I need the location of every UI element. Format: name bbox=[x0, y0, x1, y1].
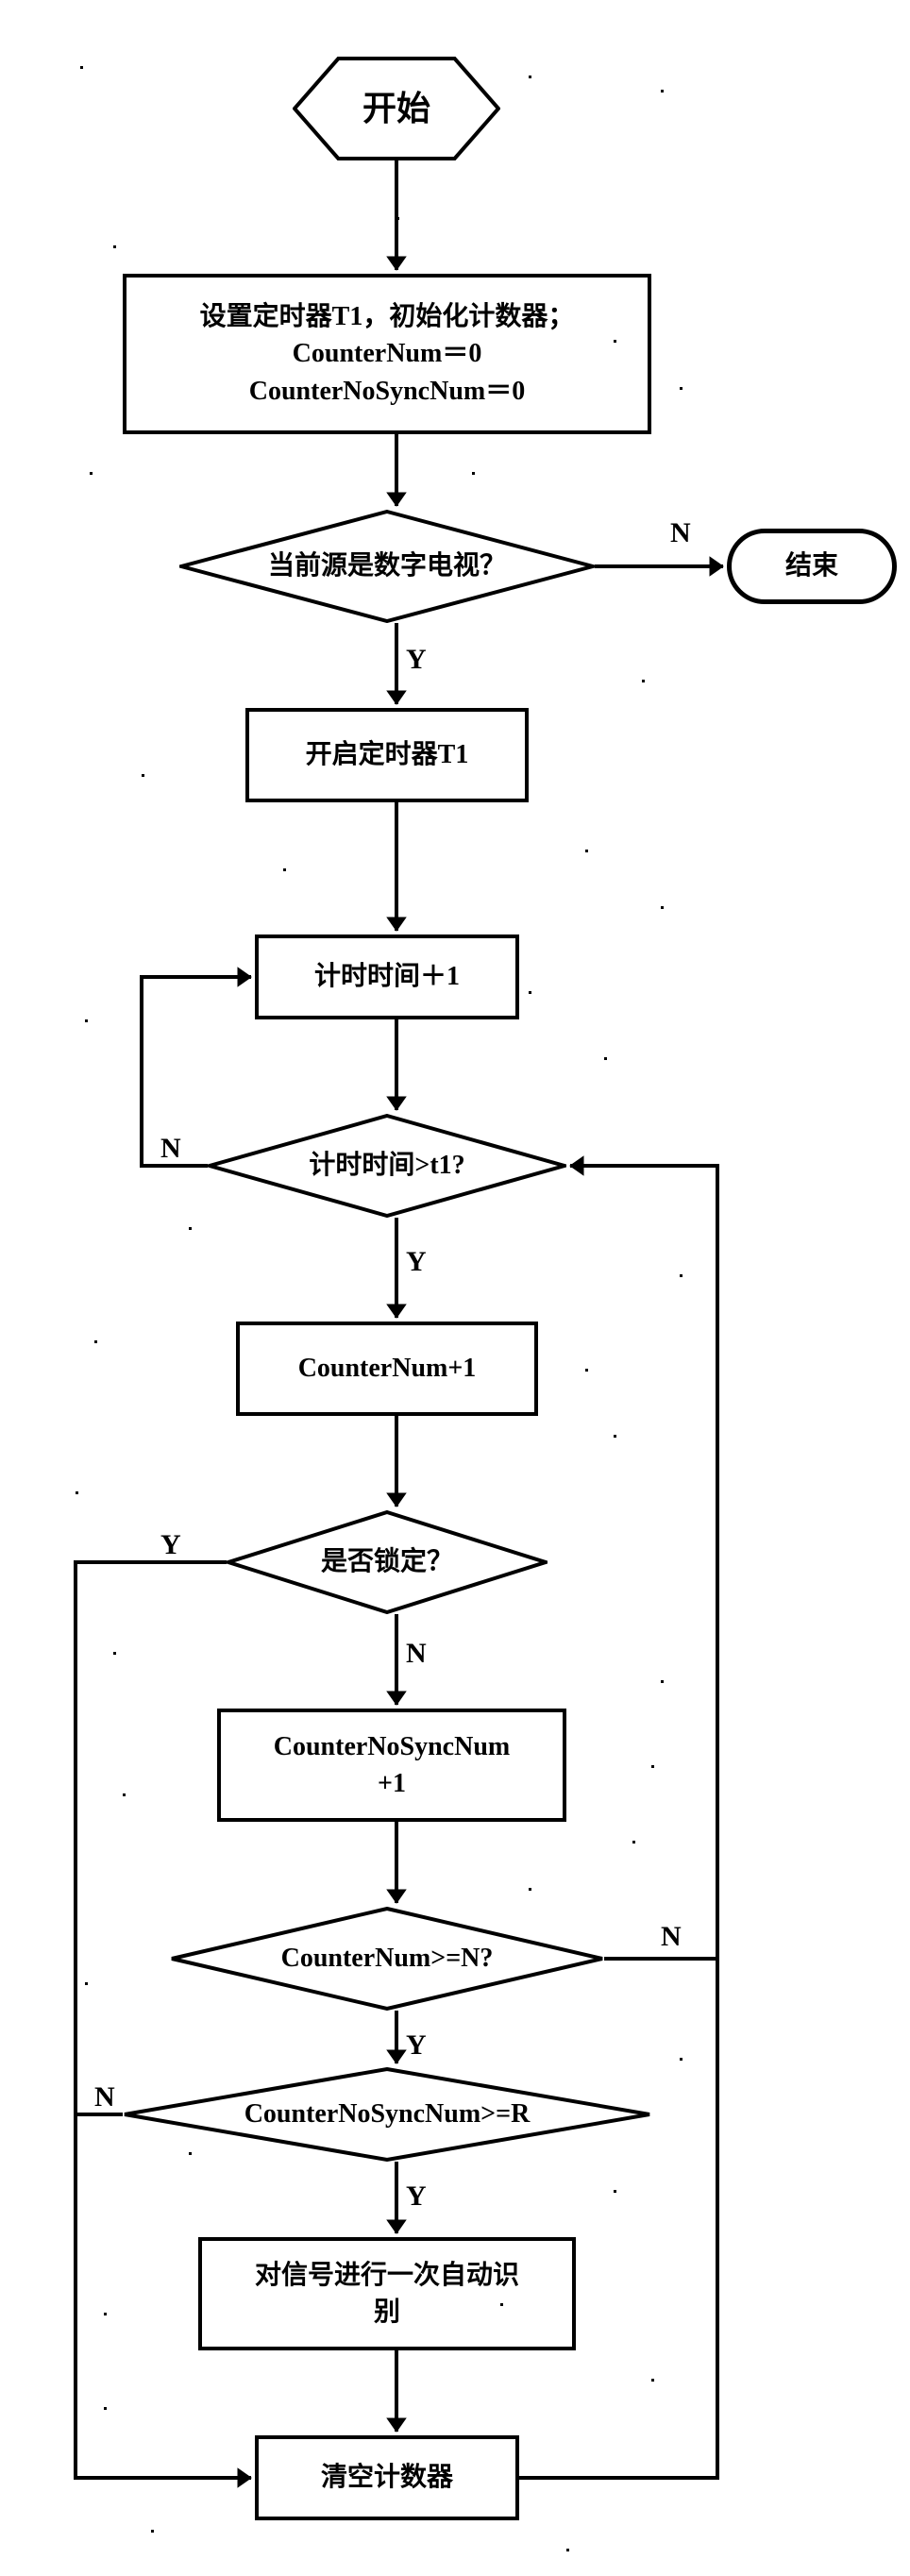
node-q_lock-text: 是否锁定？ bbox=[321, 1543, 453, 1580]
noise-dot bbox=[661, 906, 664, 909]
noise-dot bbox=[104, 2313, 107, 2315]
edge-label-source_n: N bbox=[670, 517, 691, 549]
node-q_lock: 是否锁定？ bbox=[227, 1510, 548, 1614]
noise-dot bbox=[614, 1435, 616, 1438]
node-q_time: 计时时间>t1? bbox=[208, 1114, 566, 1218]
noise-dot bbox=[113, 1652, 116, 1655]
node-inc_time: 计时时间＋1 bbox=[255, 934, 519, 1019]
noise-dot bbox=[651, 2379, 654, 2382]
noise-dot bbox=[680, 1274, 682, 1277]
noise-dot bbox=[529, 991, 531, 994]
node-q_num-text: CounterNum>=N? bbox=[281, 1940, 494, 1977]
noise-dot bbox=[585, 850, 588, 852]
noise-dot bbox=[396, 217, 399, 220]
node-start_timer: 开启定时器T1 bbox=[245, 708, 529, 802]
noise-dot bbox=[529, 1888, 531, 1891]
noise-dot bbox=[472, 472, 475, 475]
noise-dot bbox=[661, 1680, 664, 1683]
node-inc_counter: CounterNum+1 bbox=[236, 1322, 538, 1416]
noise-dot bbox=[90, 472, 93, 475]
edge-label-num_y: Y bbox=[406, 2029, 427, 2062]
edge-label-nosync_y: Y bbox=[406, 2180, 427, 2213]
node-init-text: 设置定时器T1，初始化计数器； CounterNum＝0 CounterNoSy… bbox=[200, 298, 575, 410]
noise-dot bbox=[85, 1019, 88, 1022]
noise-dot bbox=[661, 90, 664, 93]
noise-dot bbox=[76, 1491, 78, 1494]
node-inc_counter-text: CounterNum+1 bbox=[298, 1350, 477, 1387]
edge-label-lock_y: Y bbox=[160, 1529, 181, 1561]
node-end: 结束 bbox=[727, 529, 897, 604]
noise-dot bbox=[680, 387, 682, 390]
node-start: 开始 bbox=[293, 57, 500, 160]
noise-dot bbox=[614, 2190, 616, 2193]
noise-dot bbox=[85, 1982, 88, 1985]
noise-dot bbox=[94, 1340, 97, 1343]
node-q_nosync: CounterNoSyncNum>=R bbox=[123, 2067, 651, 2162]
node-inc_nosync-text: CounterNoSyncNum +1 bbox=[274, 1728, 510, 1802]
node-clear-text: 清空计数器 bbox=[321, 2459, 453, 2496]
noise-dot bbox=[151, 2530, 154, 2533]
node-q_nosync-text: CounterNoSyncNum>=R bbox=[244, 2096, 531, 2132]
noise-dot bbox=[189, 1227, 192, 1230]
edge-label-time_y: Y bbox=[406, 1246, 427, 1278]
noise-dot bbox=[632, 1841, 635, 1844]
node-clear: 清空计数器 bbox=[255, 2435, 519, 2520]
node-init: 设置定时器T1，初始化计数器； CounterNum＝0 CounterNoSy… bbox=[123, 274, 651, 434]
node-auto_id: 对信号进行一次自动识 别 bbox=[198, 2237, 576, 2350]
noise-dot bbox=[123, 1793, 126, 1796]
edge-label-num_n: N bbox=[661, 1921, 682, 1953]
noise-dot bbox=[585, 1369, 588, 1372]
node-q_num: CounterNum>=N? bbox=[170, 1907, 604, 2011]
edge-label-source_y: Y bbox=[406, 644, 427, 676]
noise-dot bbox=[500, 2303, 503, 2306]
noise-dot bbox=[604, 1057, 607, 1060]
noise-dot bbox=[189, 2152, 192, 2155]
node-auto_id-text: 对信号进行一次自动识 别 bbox=[255, 2257, 519, 2331]
noise-dot bbox=[104, 2407, 107, 2410]
node-end-text: 结束 bbox=[785, 547, 838, 584]
edge-label-time_n: N bbox=[160, 1133, 181, 1165]
noise-dot bbox=[113, 245, 116, 248]
noise-dot bbox=[283, 868, 286, 871]
node-start_timer-text: 开启定时器T1 bbox=[306, 736, 469, 773]
noise-dot bbox=[614, 340, 616, 343]
edge-label-lock_n: N bbox=[406, 1638, 427, 1670]
node-q_time-text: 计时时间>t1? bbox=[309, 1147, 464, 1184]
node-inc_nosync: CounterNoSyncNum +1 bbox=[217, 1709, 566, 1822]
node-start-text: 开始 bbox=[362, 85, 430, 132]
noise-dot bbox=[680, 2058, 682, 2061]
noise-dot bbox=[651, 1765, 654, 1768]
noise-dot bbox=[529, 76, 531, 78]
node-q_source-text: 当前源是数字电视？ bbox=[268, 547, 506, 584]
noise-dot bbox=[80, 66, 83, 69]
noise-dot bbox=[142, 774, 144, 777]
node-q_source: 当前源是数字电视？ bbox=[179, 510, 595, 623]
noise-dot bbox=[642, 680, 645, 682]
node-inc_time-text: 计时时间＋1 bbox=[314, 958, 460, 995]
noise-dot bbox=[566, 2549, 569, 2551]
edge-label-nosync_n: N bbox=[94, 2081, 115, 2113]
